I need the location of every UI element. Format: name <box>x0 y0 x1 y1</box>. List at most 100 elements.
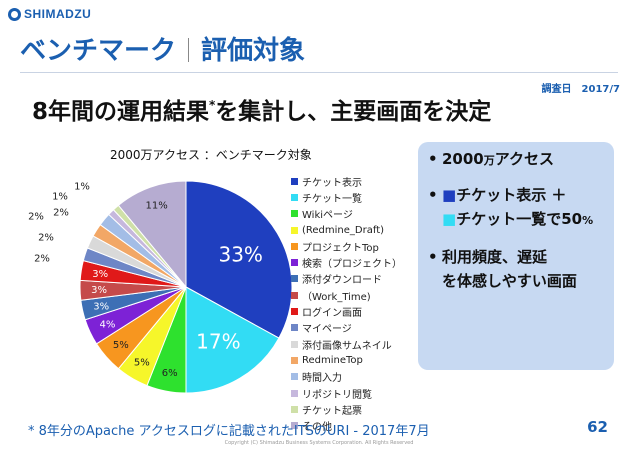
legend-swatch <box>291 308 298 316</box>
legend-item: リポジトリ閲覧 <box>291 385 402 401</box>
callout-line-ticket-list: ■チケット一覧で50% <box>428 208 593 232</box>
callout-line-total: • 2000万アクセス <box>428 148 554 172</box>
callout-experience-text: を体感しやすい画面 <box>442 272 577 290</box>
logo-text: SHIMADZU <box>24 7 92 21</box>
pie-slice <box>185 180 293 339</box>
legend-swatch <box>291 275 298 283</box>
legend-label: チケット起票 <box>302 405 362 417</box>
copyright: Copyright (C) Shimadzu Business Systems … <box>224 440 414 446</box>
legend-swatch <box>291 226 298 234</box>
legend-swatch <box>291 210 298 218</box>
callout-ticket-list-text: チケット一覧で50 <box>456 210 583 228</box>
legend-swatch <box>291 405 298 413</box>
legend-swatch <box>291 259 298 267</box>
footnote: * 8年分のApache アクセスログに記載されたITSのURI - 2017年… <box>28 424 430 439</box>
legend-label: （Work_Time) <box>302 291 371 303</box>
callout-line-frequency: • 利用頻度、遅延 <box>428 246 547 268</box>
slice-label: 6% <box>162 368 178 379</box>
legend-label: RedmineTop <box>302 354 363 366</box>
legend-label: チケット一覧 <box>302 193 362 205</box>
slice-label: 3% <box>92 269 108 280</box>
legend-swatch <box>291 242 298 250</box>
title-divider <box>188 38 190 62</box>
bullet-icon: • <box>428 186 438 204</box>
slice-label: 2% <box>28 212 44 223</box>
slice-label: 3% <box>91 285 107 296</box>
legend-item: チケット一覧 <box>291 189 402 205</box>
slice-label: 3% <box>93 302 109 313</box>
page-title-left: ベンチマーク <box>20 36 177 66</box>
slice-label: 5% <box>134 357 150 368</box>
survey-date: 調査日 2017/7 <box>541 84 620 95</box>
legend-label: チケット表示 <box>302 177 362 189</box>
slice-label: 2% <box>38 233 54 244</box>
legend-label: ログイン画面 <box>302 308 362 320</box>
legend-item: 検索（プロジェクト） <box>291 254 402 270</box>
page-title: ベンチマーク 評価対象 <box>20 30 305 67</box>
callout-line-ticket-view: • ■チケット表示 ＋ <box>428 184 566 206</box>
legend-swatch <box>291 422 298 430</box>
legend-swatch <box>291 193 298 201</box>
legend-item: ログイン画面 <box>291 303 402 319</box>
legend-label: リポジトリ閲覧 <box>302 389 372 401</box>
logo-mark-icon <box>8 7 21 21</box>
legend-label: 添付画像サムネイル <box>302 340 392 352</box>
summary-callout: • 2000万アクセス • ■チケット表示 ＋ ■チケット一覧で50% • 利用頻度、… <box>418 142 614 370</box>
callout-total-unit: 万 <box>483 154 495 167</box>
legend-label: 時間入力 <box>302 373 342 385</box>
headline: 8年間の運用結果*を集計し、主要画面を決定 <box>32 92 491 126</box>
chart-title: 2000万アクセス ：ベンチマーク対象 <box>110 148 312 162</box>
legend-item: RedmineTop <box>291 352 402 368</box>
legend-label: Wikiページ <box>302 210 353 222</box>
legend-label: プロジェクトTop <box>302 242 379 254</box>
company-logo: SHIMADZU <box>8 7 91 21</box>
legend-item: その他 <box>291 417 402 433</box>
pie-slice <box>185 286 280 394</box>
title-rule <box>20 72 618 73</box>
legend-label: マイページ <box>302 324 352 336</box>
callout-line-experience: を体感しやすい画面 <box>428 270 577 292</box>
legend-item: チケット表示 <box>291 173 402 189</box>
headline-main: 8年間の運用結果 <box>32 99 210 125</box>
headline-rest: を集計し、主要画面を決定 <box>215 99 492 125</box>
slice-label: 1% <box>74 182 90 193</box>
legend-item: (Redmine_Draft) <box>291 222 402 238</box>
legend-label: 検索（プロジェクト） <box>302 259 402 271</box>
callout-total-text: アクセス <box>494 150 555 168</box>
legend-item: マイページ <box>291 320 402 336</box>
slice-label: 1% <box>52 192 68 203</box>
legend-swatch <box>291 356 298 364</box>
legend-item: チケット起票 <box>291 401 402 417</box>
legend-item: プロジェクトTop <box>291 238 402 254</box>
legend-item: 時間入力 <box>291 369 402 385</box>
blue-square-icon: ■ <box>442 186 457 204</box>
headline-footnote-mark: * <box>209 98 216 112</box>
legend-item: Wikiページ <box>291 206 402 222</box>
legend-item: （Work_Time) <box>291 287 402 303</box>
legend-swatch <box>291 373 298 381</box>
callout-total-number: 2000 <box>442 150 484 168</box>
chart-legend: チケット表示 チケット一覧 Wikiページ (Redmine_Draft) プロジェクト… <box>291 173 402 434</box>
page-title-right: 評価対象 <box>201 36 306 66</box>
slice-label: 4% <box>99 320 115 331</box>
slice-label: 11% <box>145 201 167 212</box>
legend-item: 添付ダウンロード <box>291 271 402 287</box>
slice-label: 33% <box>218 243 262 267</box>
callout-percent-sign: % <box>582 214 594 227</box>
callout-ticket-view-text: チケット表示 ＋ <box>456 186 567 204</box>
legend-item: 添付画像サムネイル <box>291 336 402 352</box>
slice-label: 17% <box>196 330 240 354</box>
legend-label: 添付ダウンロード <box>302 275 382 287</box>
legend-label: (Redmine_Draft) <box>302 224 385 236</box>
pie-slice <box>117 180 187 289</box>
legend-label: その他 <box>302 422 332 434</box>
legend-swatch <box>291 291 298 299</box>
legend-swatch <box>291 324 298 332</box>
slice-label: 2% <box>53 208 69 219</box>
page-number: 62 <box>587 418 608 436</box>
callout-frequency-text: 利用頻度、遅延 <box>442 248 548 266</box>
slice-label: 2% <box>34 254 50 265</box>
legend-swatch <box>291 177 298 185</box>
cyan-square-icon: ■ <box>442 210 457 228</box>
